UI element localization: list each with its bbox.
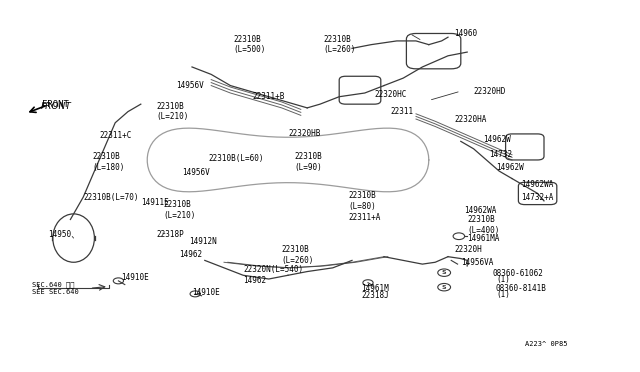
Text: 08360-61062: 08360-61062 xyxy=(493,269,543,278)
Text: 14911E: 14911E xyxy=(141,198,168,207)
Text: 14732+A: 14732+A xyxy=(522,193,554,202)
Text: 22310B(L=70): 22310B(L=70) xyxy=(83,193,139,202)
Text: 22310B
(L=210): 22310B (L=210) xyxy=(163,201,196,220)
Text: 22320N(L=540): 22320N(L=540) xyxy=(243,265,303,274)
Text: 22310B
(L=400): 22310B (L=400) xyxy=(467,215,500,235)
Text: 22310B
(L=500): 22310B (L=500) xyxy=(234,35,266,54)
Text: 14956V: 14956V xyxy=(176,81,204,90)
Text: 14962: 14962 xyxy=(179,250,202,259)
Text: 22311+C: 22311+C xyxy=(99,131,132,140)
Text: 14962WA: 14962WA xyxy=(464,206,497,215)
Text: S: S xyxy=(442,270,447,275)
Text: 22320HC: 22320HC xyxy=(374,90,407,99)
Text: 14910E: 14910E xyxy=(122,273,149,282)
Text: 22311: 22311 xyxy=(390,107,413,116)
Text: 14962W: 14962W xyxy=(483,135,511,144)
Text: 22320H: 22320H xyxy=(454,245,482,254)
Text: 14910E: 14910E xyxy=(192,288,220,296)
Text: 14961MA: 14961MA xyxy=(467,234,500,243)
Text: 22310B
(L=90): 22310B (L=90) xyxy=(294,152,322,171)
Text: (1): (1) xyxy=(496,275,510,284)
Text: 14956VA: 14956VA xyxy=(461,258,493,267)
Text: A223^ 0P85: A223^ 0P85 xyxy=(525,341,567,347)
Text: 14912N: 14912N xyxy=(189,237,216,246)
Text: 14961M: 14961M xyxy=(362,284,389,293)
Text: 22318J: 22318J xyxy=(362,291,389,300)
Text: FRONT: FRONT xyxy=(42,100,68,109)
Text: 22311+A: 22311+A xyxy=(349,213,381,222)
Text: 14732: 14732 xyxy=(490,150,513,159)
Text: 14950: 14950 xyxy=(48,230,71,239)
Text: 22310B
(L=210): 22310B (L=210) xyxy=(157,102,189,121)
Text: 22310B
(L=180): 22310B (L=180) xyxy=(93,152,125,171)
Text: 22310B
(L=260): 22310B (L=260) xyxy=(282,245,314,264)
Text: 14962WA: 14962WA xyxy=(522,180,554,189)
Text: 22320HD: 22320HD xyxy=(474,87,506,96)
Text: S: S xyxy=(442,285,447,290)
Text: 22311+B: 22311+B xyxy=(253,92,285,101)
Text: 22318P: 22318P xyxy=(157,230,184,239)
Text: 22310B
(L=260): 22310B (L=260) xyxy=(323,35,356,54)
Text: 22310B(L=60): 22310B(L=60) xyxy=(208,154,264,163)
Text: 22320HA: 22320HA xyxy=(454,115,487,124)
Text: 14962: 14962 xyxy=(243,276,266,285)
Text: (1): (1) xyxy=(496,290,510,299)
Text: FRONT: FRONT xyxy=(40,102,71,110)
Text: SEC.640 参照
SEE SEC.640: SEC.640 参照 SEE SEC.640 xyxy=(32,282,79,295)
Text: 22310B
(L=80): 22310B (L=80) xyxy=(349,191,376,211)
Text: 14956V: 14956V xyxy=(182,169,210,177)
Text: 08360-8141B: 08360-8141B xyxy=(496,284,547,293)
Text: 14962W: 14962W xyxy=(496,163,524,172)
Text: 14960: 14960 xyxy=(454,29,477,38)
Text: 22320HB: 22320HB xyxy=(288,129,321,138)
